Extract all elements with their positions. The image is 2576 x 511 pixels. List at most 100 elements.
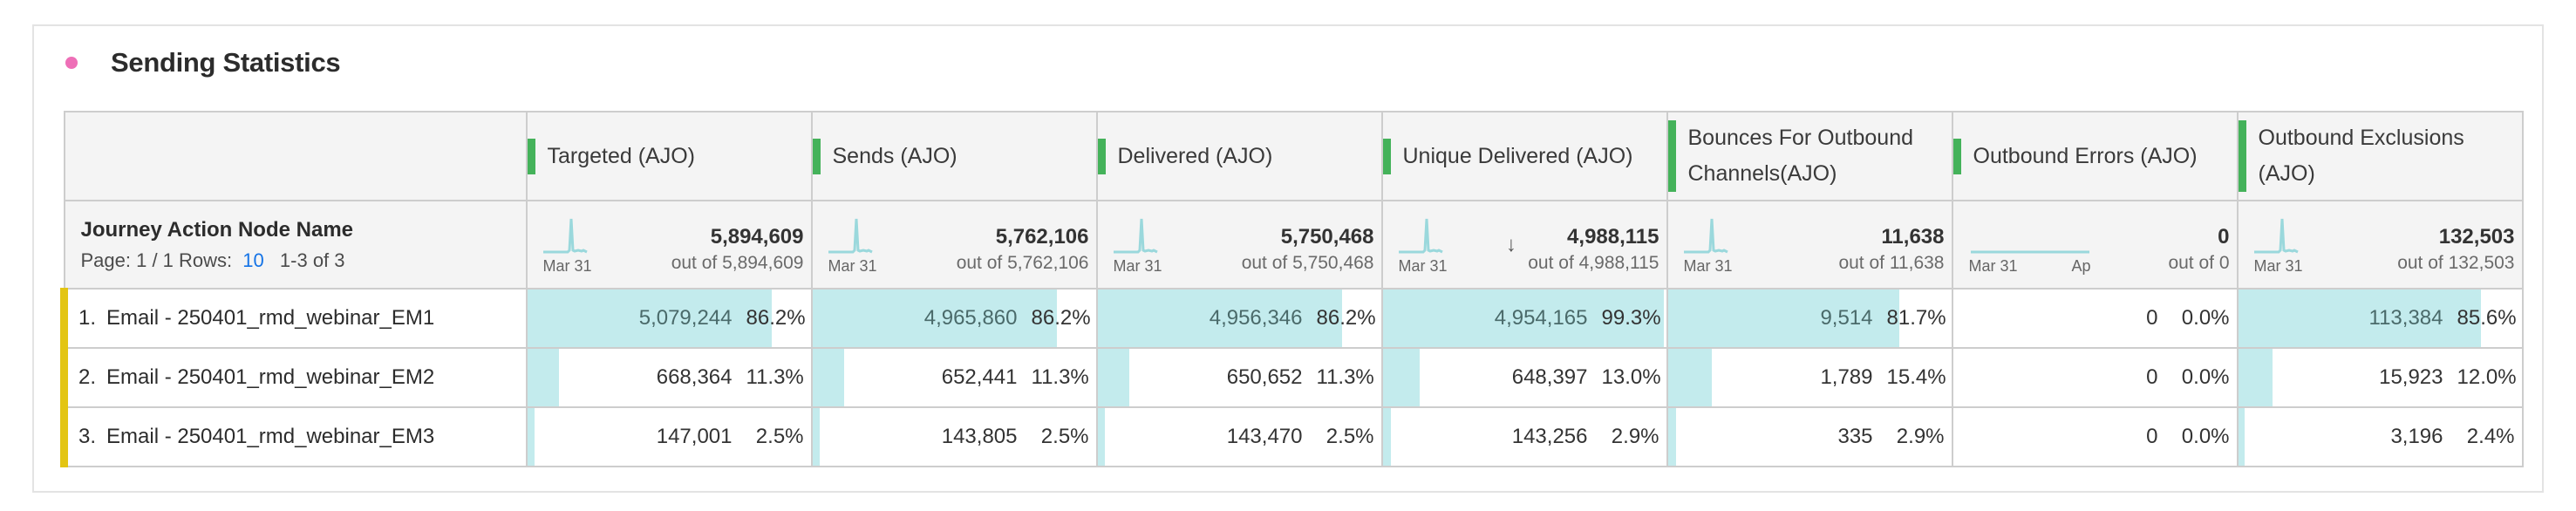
cell-values: 0 0.0% xyxy=(1953,350,2237,405)
column-header[interactable]: Outbound Errors (AJO) xyxy=(1951,111,2239,201)
metric-cell[interactable]: 0 0.0% xyxy=(1951,288,2239,349)
metric-cell[interactable]: 1,789 15.4% xyxy=(1666,347,1953,408)
sparkline[interactable]: Mar 31 xyxy=(542,217,613,276)
dimension-label[interactable]: Journey Action Node Name xyxy=(80,217,354,242)
column-total: 5,750,468 xyxy=(1280,224,1374,249)
cell-value: 3,196 xyxy=(2390,425,2443,448)
column-out-of: out of 5,894,609 xyxy=(671,252,804,273)
metric-cell[interactable]: 143,805 2.5% xyxy=(810,406,1098,467)
metric-cell[interactable]: 335 2.9% xyxy=(1666,406,1953,467)
sparkline-path xyxy=(828,218,873,253)
column-header[interactable]: Targeted (AJO) xyxy=(525,111,813,201)
sparkline-date-label: Mar 31 xyxy=(1968,256,2018,275)
sparkline-axis-labels: Mar 31 xyxy=(1399,257,1469,276)
column-header-label[interactable]: Outbound Errors (AJO) xyxy=(1952,138,2237,174)
column-header-label[interactable]: Unique Delivered (AJO) xyxy=(1382,138,1666,174)
cell-percent: 99.3% xyxy=(1601,306,1661,330)
row-dimension-cell[interactable]: 3. Email - 250401_rmd_webinar_EM3 xyxy=(60,406,528,467)
cell-values: 1,789 15.4% xyxy=(1668,350,1952,405)
sparkline-axis-labels: Mar 31 Ap xyxy=(1969,257,2091,276)
panel-color-dot-icon xyxy=(65,57,78,69)
percent-bar xyxy=(1667,408,1676,466)
row-name[interactable]: Email - 250401_rmd_webinar_EM2 xyxy=(106,365,435,389)
cell-value: 1,789 xyxy=(1820,365,1873,389)
sparkline-date-label: Mar 31 xyxy=(2253,256,2303,275)
row-dimension-cell[interactable]: 1. Email - 250401_rmd_webinar_EM1 xyxy=(60,288,528,349)
column-out-of: out of 132,503 xyxy=(2397,252,2515,273)
table-row[interactable]: 2. Email - 250401_rmd_webinar_EM2 668,364 1… xyxy=(60,347,2524,408)
sparkline-chart xyxy=(1398,218,1443,253)
metric-cell[interactable]: 5,079,244 86.2% xyxy=(525,288,813,349)
sparkline[interactable]: Mar 31 xyxy=(1683,217,1754,276)
cell-values: 9,514 81.7% xyxy=(1668,290,1952,346)
cell-values: 650,652 11.3% xyxy=(1098,350,1381,405)
cell-value: 5,079,244 xyxy=(638,306,733,330)
sparkline[interactable]: Mar 31 Ap xyxy=(1969,217,2091,276)
row-name[interactable]: Email - 250401_rmd_webinar_EM1 xyxy=(106,306,435,330)
row-number: 1. xyxy=(78,306,97,330)
metric-cell[interactable]: 4,956,346 86.2% xyxy=(1095,288,1383,349)
percent-bar xyxy=(812,408,820,466)
row-dimension-cell[interactable]: 2. Email - 250401_rmd_webinar_EM2 xyxy=(60,347,528,408)
column-header-label[interactable]: Bounces For Outbound Channels(AJO) xyxy=(1667,120,1952,192)
sparkline[interactable]: Mar 31 xyxy=(2253,217,2324,276)
column-header[interactable]: Delivered (AJO) xyxy=(1095,111,1383,201)
sparkline-chart xyxy=(828,218,873,253)
metric-cell[interactable]: 4,954,165 99.3% xyxy=(1380,288,1668,349)
row-name[interactable]: Email - 250401_rmd_webinar_EM3 xyxy=(106,425,435,448)
metric-cell[interactable]: 668,364 11.3% xyxy=(525,347,813,408)
column-header-label[interactable]: Targeted (AJO) xyxy=(527,138,811,174)
column-header-label[interactable]: Delivered (AJO) xyxy=(1097,138,1381,174)
sending-statistics-panel: Sending Statistics Targeted (AJO) Sends … xyxy=(32,24,2544,493)
panel-title: Sending Statistics xyxy=(111,47,341,78)
metric-cell[interactable]: 143,470 2.5% xyxy=(1095,406,1383,467)
column-header[interactable]: Outbound Exclusions (AJO) xyxy=(2236,111,2524,201)
sparkline-date-label: Mar 31 xyxy=(1113,256,1162,275)
column-header-label[interactable]: Outbound Exclusions (AJO) xyxy=(2238,120,2522,192)
metric-cell[interactable]: 650,652 11.3% xyxy=(1095,347,1383,408)
cell-percent: 81.7% xyxy=(1886,306,1946,330)
dimension-header: Journey Action Node Name Page: 1 / 1 Row… xyxy=(63,200,528,290)
column-summary: Mar 31 132,503 out of 132,503 xyxy=(2236,200,2524,290)
metric-cell[interactable]: 648,397 13.0% xyxy=(1380,347,1668,408)
column-summary: Mar 31 ↓ 4,988,115 out of 4,988,115 xyxy=(1380,200,1668,290)
metric-cell[interactable]: 113,384 85.6% xyxy=(2236,288,2524,349)
rows-per-page-link[interactable]: 10 xyxy=(242,249,264,271)
column-total: 4,988,115 xyxy=(1567,224,1659,249)
cell-values: 0 0.0% xyxy=(1953,290,2237,346)
table-row[interactable]: 3. Email - 250401_rmd_webinar_EM3 147,001 2… xyxy=(60,406,2524,467)
cell-percent: 0.0% xyxy=(2181,306,2230,330)
summary-content: Mar 31 Ap 0 out of 0 xyxy=(1969,215,2230,276)
cell-value: 113,384 xyxy=(2368,306,2443,330)
metric-cell[interactable]: 0 0.0% xyxy=(1951,347,2239,408)
metric-cell[interactable]: 9,514 81.7% xyxy=(1666,288,1953,349)
cell-values: 3,196 2.4% xyxy=(2239,409,2522,465)
column-totals: 0 out of 0 xyxy=(2168,223,2229,276)
metric-cell[interactable]: 3,196 2.4% xyxy=(2236,406,2524,467)
sort-descending-arrow-icon[interactable]: ↓ xyxy=(1505,232,1516,256)
cell-values: 5,079,244 86.2% xyxy=(528,290,811,346)
percent-bar xyxy=(2238,290,2481,347)
sparkline[interactable]: Mar 31 xyxy=(828,217,898,276)
column-header[interactable]: Sends (AJO) xyxy=(810,111,1098,201)
table-row[interactable]: 1. Email - 250401_rmd_webinar_EM1 5,079,24… xyxy=(60,288,2524,349)
sparkline-date-label: Ap xyxy=(2071,256,2091,275)
metric-cell[interactable]: 143,256 2.9% xyxy=(1380,406,1668,467)
metric-cell[interactable]: 652,441 11.3% xyxy=(810,347,1098,408)
sparkline[interactable]: Mar 31 xyxy=(1398,217,1469,276)
metric-cell[interactable]: 4,965,860 86.2% xyxy=(810,288,1098,349)
cell-value: 143,470 xyxy=(1226,425,1303,448)
cell-percent: 86.2% xyxy=(1031,306,1091,330)
metric-cell[interactable]: 147,001 2.5% xyxy=(525,406,813,467)
sparkline[interactable]: Mar 31 xyxy=(1113,217,1183,276)
sparkline-axis-labels: Mar 31 xyxy=(2254,257,2324,276)
sparkline-date-label: Mar 31 xyxy=(542,256,592,275)
column-total: 11,638 xyxy=(1881,224,1945,249)
metric-cell[interactable]: 0 0.0% xyxy=(1951,406,2239,467)
column-header[interactable]: Unique Delivered (AJO) xyxy=(1380,111,1668,201)
column-header[interactable]: Bounces For Outbound Channels(AJO) xyxy=(1666,111,1953,201)
column-summary: Mar 31 Ap 0 out of 0 xyxy=(1951,200,2239,290)
summary-content: Mar 31 5,894,609 out of 5,894,609 xyxy=(542,215,804,276)
metric-cell[interactable]: 15,923 12.0% xyxy=(2236,347,2524,408)
column-header-label[interactable]: Sends (AJO) xyxy=(812,138,1096,174)
